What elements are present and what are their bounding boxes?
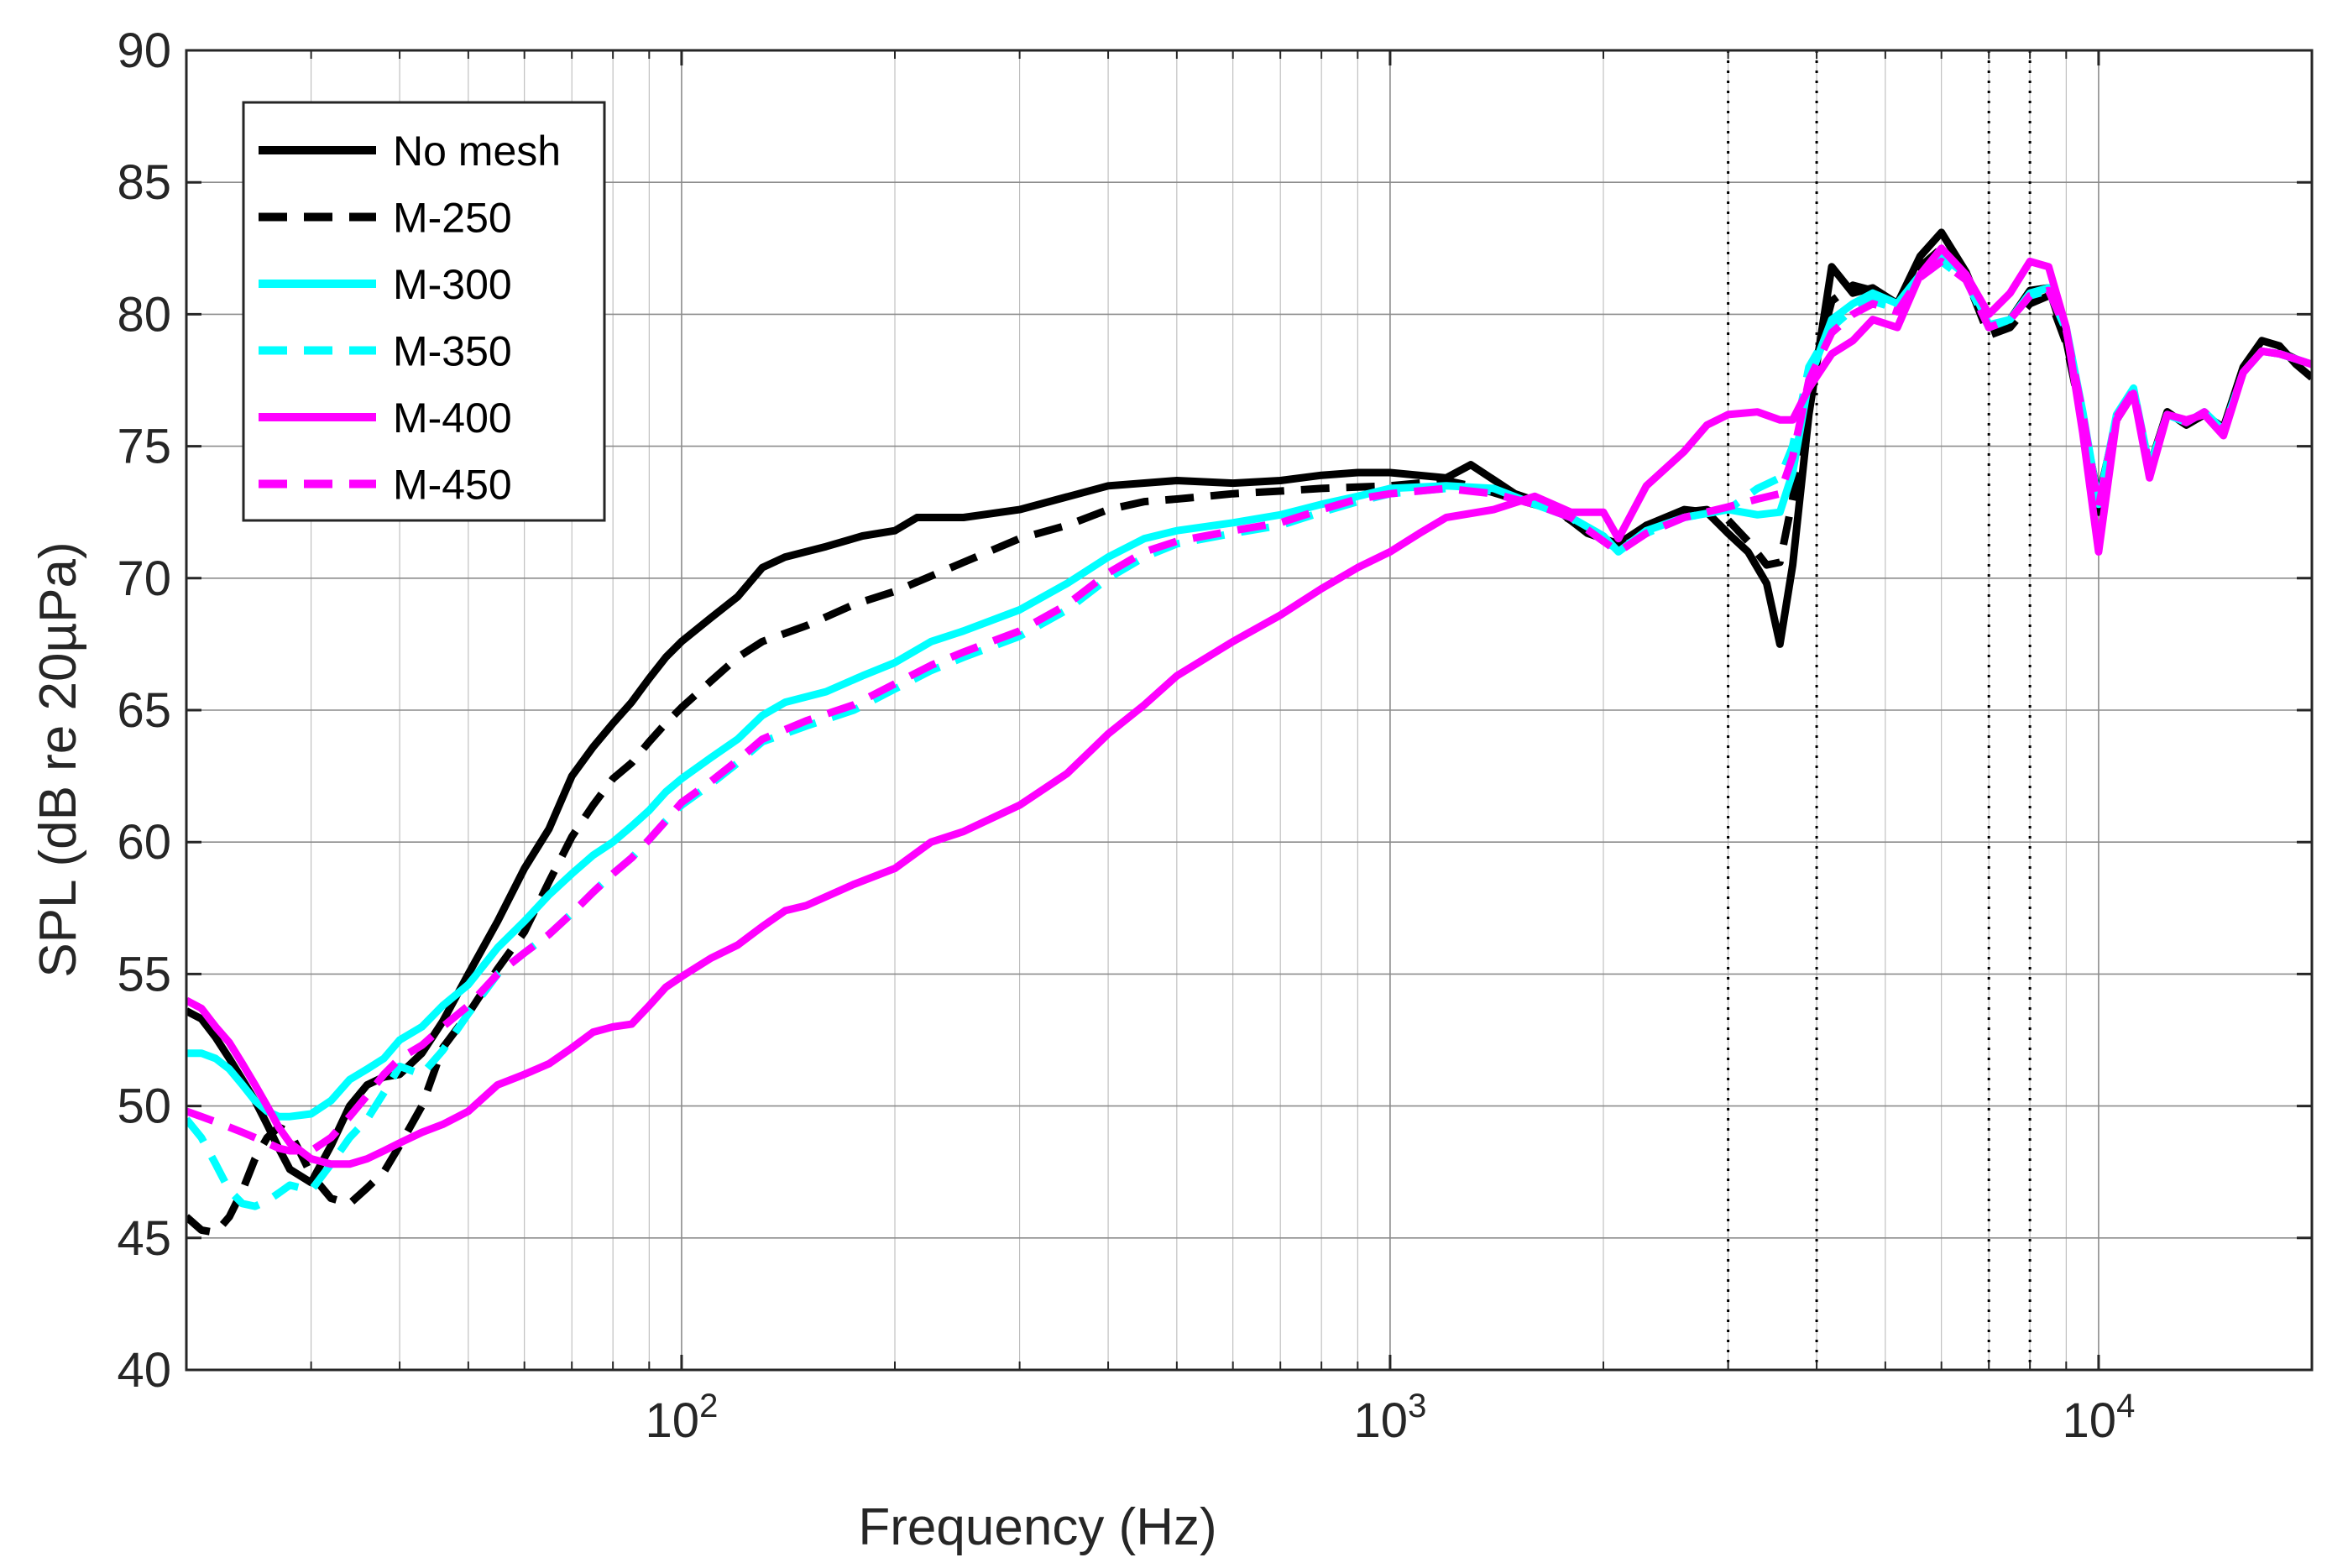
reference-lines: [1727, 50, 2032, 1370]
series-layer: [186, 228, 2312, 1236]
y-tick-label: 80: [117, 287, 171, 342]
x-tick-label: 104: [2063, 1388, 2136, 1448]
legend-label: M-450: [393, 462, 512, 509]
legend-label: M-400: [393, 395, 512, 442]
x-tick-labels: 102 103 104: [646, 1388, 2136, 1448]
y-tick-label: 60: [117, 815, 171, 870]
legend-label: M-350: [393, 328, 512, 375]
series-line-m-400: [186, 244, 2312, 1168]
x-tick-exponent: 3: [1408, 1388, 1426, 1424]
legend-box: [242, 101, 606, 522]
x-tick-base: 10: [1354, 1393, 1409, 1448]
tick-marks: [186, 49, 2312, 1372]
series-line-m-250: [186, 244, 2312, 1236]
x-tick-exponent: 2: [699, 1388, 718, 1424]
series-line-m-450: [186, 258, 2312, 1155]
y-tick-label: 85: [117, 155, 171, 210]
y-tick-label: 45: [117, 1211, 171, 1266]
x-tick-label: 102: [646, 1388, 719, 1448]
y-tick-label: 70: [117, 551, 171, 606]
legend-label: M-250: [393, 195, 512, 242]
legend-label: No mesh: [393, 128, 561, 175]
y-tick-label: 40: [117, 1343, 171, 1398]
series-line-m-350: [186, 258, 2312, 1210]
x-axis-title: Frequency (Hz): [858, 1498, 1216, 1556]
y-tick-label: 75: [117, 420, 171, 474]
y-tick-labels: 40 45 50 55 60 65 70 75 80 85 90: [117, 24, 171, 1398]
y-tick-label: 90: [117, 24, 171, 78]
legend: No mesh M-250 M-300 M-350 M-400 M-450: [242, 101, 606, 522]
x-tick-base: 10: [646, 1393, 700, 1448]
legend-label: M-300: [393, 261, 512, 308]
y-tick-label: 50: [117, 1079, 171, 1134]
x-tick-exponent: 4: [2116, 1388, 2135, 1424]
y-tick-label: 55: [117, 947, 171, 1001]
y-tick-label: 65: [117, 683, 171, 738]
x-tick-base: 10: [2063, 1393, 2117, 1448]
x-tick-label: 103: [1354, 1388, 1427, 1448]
y-axis-title: SPL (dB re 20µPa): [29, 541, 87, 977]
